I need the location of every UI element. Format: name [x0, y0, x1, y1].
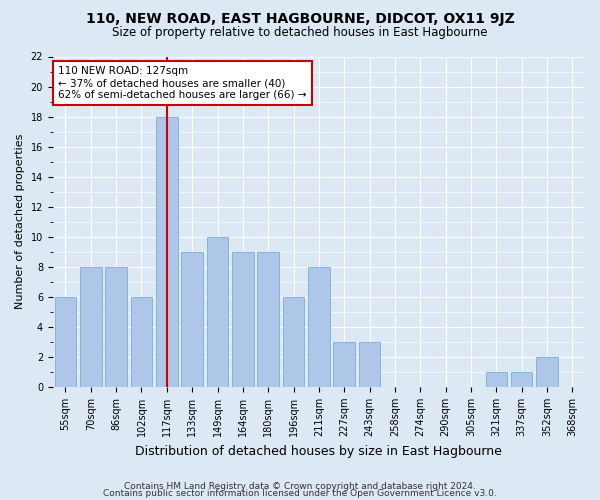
Text: Contains HM Land Registry data © Crown copyright and database right 2024.: Contains HM Land Registry data © Crown c…: [124, 482, 476, 491]
Text: Contains public sector information licensed under the Open Government Licence v3: Contains public sector information licen…: [103, 489, 497, 498]
Bar: [80, 267, 101, 387]
Bar: [257, 252, 279, 387]
Bar: [511, 372, 532, 387]
Bar: [536, 357, 558, 387]
X-axis label: Distribution of detached houses by size in East Hagbourne: Distribution of detached houses by size …: [136, 444, 502, 458]
Text: 110 NEW ROAD: 127sqm
← 37% of detached houses are smaller (40)
62% of semi-detac: 110 NEW ROAD: 127sqm ← 37% of detached h…: [58, 66, 307, 100]
Bar: [283, 297, 304, 387]
Bar: [485, 372, 507, 387]
Bar: [106, 267, 127, 387]
Bar: [55, 297, 76, 387]
Bar: [334, 342, 355, 387]
Bar: [181, 252, 203, 387]
Bar: [131, 297, 152, 387]
Bar: [308, 267, 329, 387]
Bar: [359, 342, 380, 387]
Bar: [156, 116, 178, 387]
Bar: [207, 236, 228, 387]
Y-axis label: Number of detached properties: Number of detached properties: [15, 134, 25, 310]
Text: 110, NEW ROAD, EAST HAGBOURNE, DIDCOT, OX11 9JZ: 110, NEW ROAD, EAST HAGBOURNE, DIDCOT, O…: [86, 12, 514, 26]
Text: Size of property relative to detached houses in East Hagbourne: Size of property relative to detached ho…: [112, 26, 488, 39]
Bar: [232, 252, 254, 387]
